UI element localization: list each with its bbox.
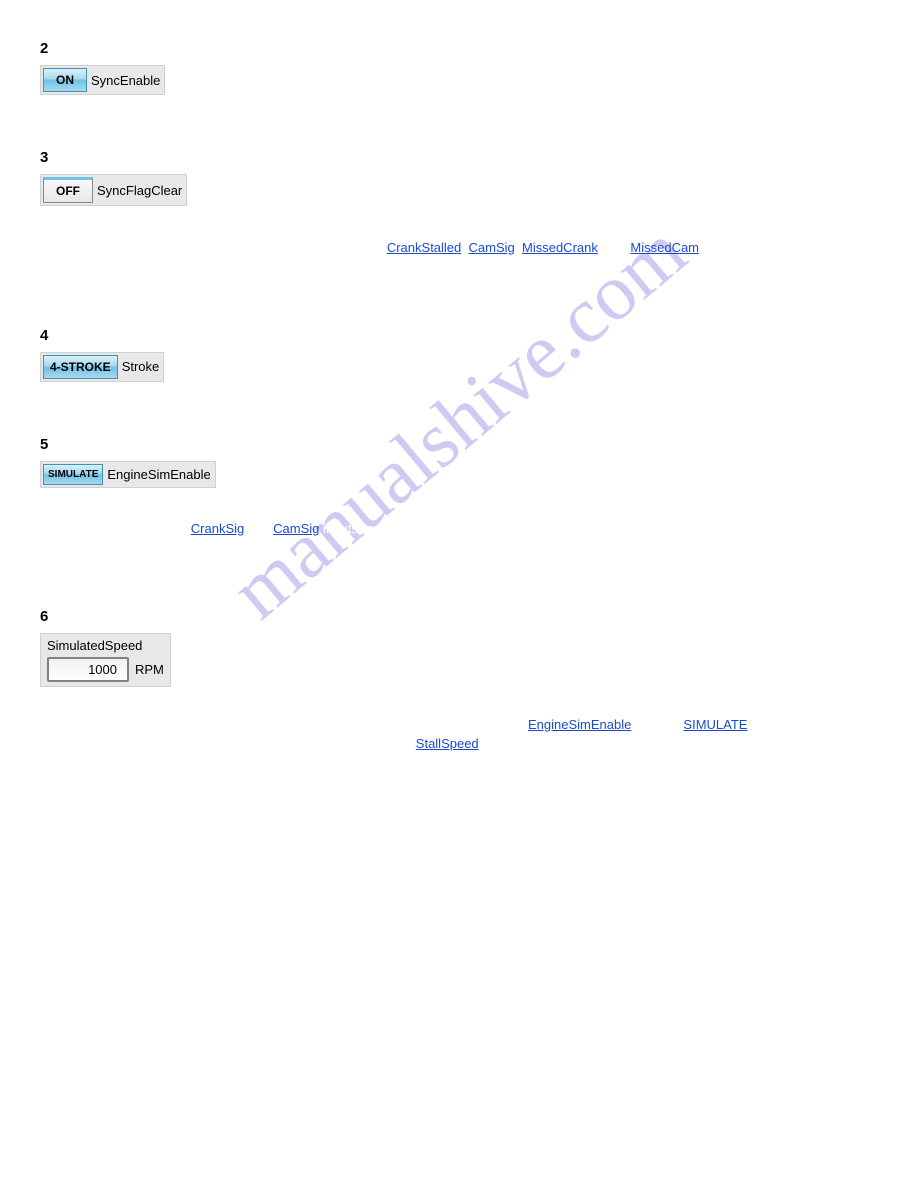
page-content: 2 ON SyncEnable 3 OFF SyncFlagClear Tip … (40, 40, 878, 754)
section-5-description: Tip Strip: Enables simulation of select … (40, 500, 860, 559)
desc-text: Tip Strip: Clears EPT errorsDetail: When… (40, 220, 387, 255)
sync-flag-clear-label: SyncFlagClear (97, 183, 182, 198)
link-camsig-5[interactable]: CamSig (273, 521, 319, 536)
sync-flag-clear-control: OFF SyncFlagClear (40, 174, 187, 206)
engine-sim-enable-label: EngineSimEnable (107, 467, 210, 482)
section-4-number: 4 (40, 327, 878, 344)
stroke-button[interactable]: 4-STROKE (43, 355, 118, 379)
desc-text: . (479, 736, 483, 751)
simulated-speed-inner: 1000 RPM (47, 657, 164, 682)
link-cranksig[interactable]: CrankSig (191, 521, 244, 536)
link-camsig[interactable]: CamSig (469, 240, 515, 255)
section-2-number: 2 (40, 40, 878, 57)
section-6: 6 SimulatedSpeed 1000 RPM Tip Strip: Sim… (40, 608, 878, 754)
section-5: 5 SIMULATE EngineSimEnable Tip Strip: En… (40, 436, 878, 559)
sync-enable-label: SyncEnable (91, 73, 160, 88)
desc-text: Tip Strip: Simulated engine speed during… (40, 697, 528, 732)
link-missedcrank[interactable]: MissedCrank (522, 240, 598, 255)
desc-text: , and (598, 240, 631, 255)
link-missedcam[interactable]: MissedCam (630, 240, 699, 255)
section-2: 2 ON SyncEnable (40, 40, 878, 99)
section-3-number: 3 (40, 149, 878, 166)
sync-enable-control: ON SyncEnable (40, 65, 165, 95)
link-simulate[interactable]: SIMULATE (683, 717, 747, 732)
stroke-label: Stroke (122, 359, 160, 374)
simulated-speed-control: SimulatedSpeed 1000 RPM (40, 633, 171, 687)
simulated-speed-title: SimulatedSpeed (47, 638, 164, 653)
desc-text: is set to (631, 717, 683, 732)
link-stallspeed[interactable]: StallSpeed (416, 736, 479, 751)
section-6-number: 6 (40, 608, 878, 625)
link-enginesimenable[interactable]: EngineSimEnable (528, 717, 631, 732)
sync-enable-button[interactable]: ON (43, 68, 87, 92)
section-3-description: Tip Strip: Clears EPT errorsDetail: When… (40, 218, 860, 277)
section-4: 4 4-STROKE Stroke (40, 327, 878, 386)
desc-text: and (244, 521, 273, 536)
engine-sim-enable-control: SIMULATE EngineSimEnable (40, 461, 216, 488)
link-crankstalled[interactable]: CrankStalled (387, 240, 461, 255)
simulated-speed-input[interactable]: 1000 (47, 657, 129, 682)
engine-sim-enable-button[interactable]: SIMULATE (43, 464, 103, 485)
section-3: 3 OFF SyncFlagClear Tip Strip: Clears EP… (40, 149, 878, 277)
section-5-number: 5 (40, 436, 878, 453)
stroke-control: 4-STROKE Stroke (40, 352, 164, 382)
sync-flag-clear-button[interactable]: OFF (43, 177, 93, 203)
simulated-speed-unit: RPM (135, 662, 164, 677)
section-6-description: Tip Strip: Simulated engine speed during… (40, 695, 860, 754)
